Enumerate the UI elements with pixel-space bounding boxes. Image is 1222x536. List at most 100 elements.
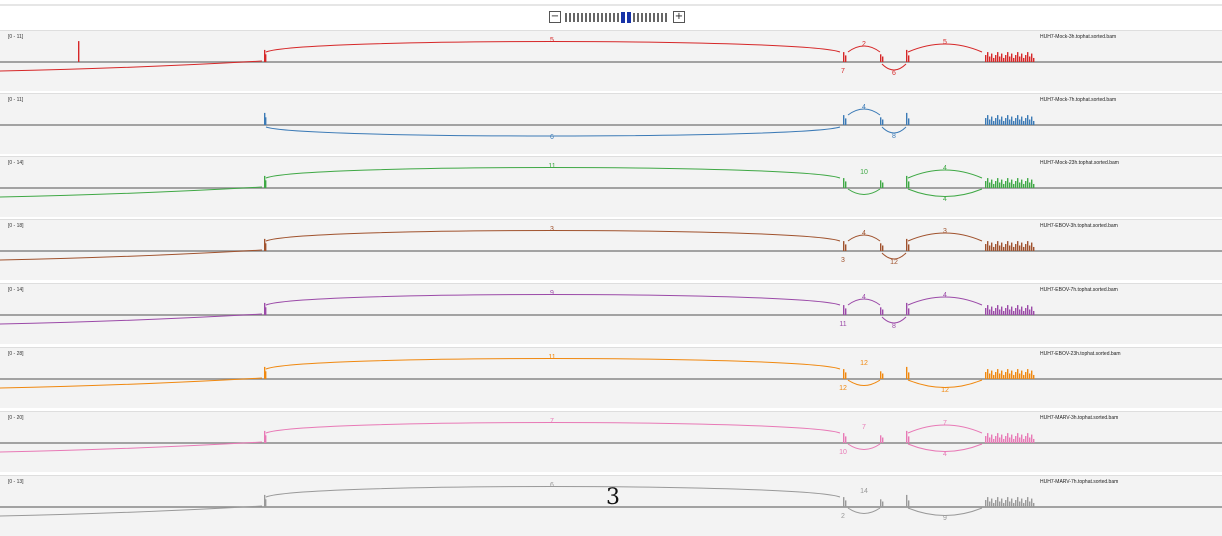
coverage-bar — [993, 310, 995, 315]
coverage-bar — [995, 308, 997, 315]
coverage-bar — [987, 305, 989, 315]
junction-arc — [847, 234, 881, 242]
zoom-widget[interactable]: − + — [549, 11, 685, 23]
coverage-bar — [1027, 497, 1029, 507]
coverage-bar — [845, 308, 847, 315]
zoom-tick[interactable] — [637, 12, 639, 22]
zoom-tick[interactable] — [581, 12, 583, 22]
coverage-bar — [1011, 306, 1013, 315]
coverage-bar — [1019, 56, 1021, 62]
coverage-bar — [1017, 305, 1019, 315]
coverage-bar — [1029, 309, 1031, 315]
junction-arc — [847, 45, 881, 53]
zoom-tick[interactable] — [657, 12, 659, 22]
coverage-bar — [880, 117, 882, 125]
zoom-tick[interactable] — [653, 12, 655, 22]
zoom-tick[interactable] — [617, 12, 619, 22]
track-data-range: [0 - 18] — [8, 223, 24, 229]
alignment-track[interactable]: [0 - 20] HUH7-MARV-3h.tophat.sorted.bam 7 7… — [0, 411, 1222, 472]
coverage-bar — [995, 244, 997, 251]
junction-count-label: 6 — [892, 70, 896, 77]
coverage-bar — [1005, 181, 1007, 188]
zoom-tick[interactable] — [577, 12, 579, 22]
coverage-bar — [1029, 56, 1031, 62]
coverage-bar — [995, 181, 997, 188]
alignment-track[interactable]: [0 - 28] HUH7-EBOV-23h.tophat.sorted.bam 1… — [0, 347, 1222, 408]
alignment-track[interactable]: [0 - 14] HUH7-Mock-23h.tophat.sorted.bam 1… — [0, 156, 1222, 217]
coverage-bar — [1031, 306, 1033, 315]
coverage-bar — [1007, 433, 1009, 443]
zoom-tick[interactable] — [605, 12, 607, 22]
alignment-track[interactable]: [0 - 13] HUH7-MARV-7h.tophat.sorted.bam 6 1… — [0, 475, 1222, 536]
coverage-bar — [989, 182, 991, 188]
track-data-range: [0 - 11] — [8, 97, 24, 103]
coverage-bar — [1033, 183, 1035, 188]
coverage-bar — [1029, 182, 1031, 188]
coverage-bar — [987, 241, 989, 251]
zoom-tick[interactable] — [589, 12, 591, 22]
junction-count-label: 9 — [550, 290, 554, 297]
coverage-bar — [908, 436, 910, 443]
zoom-tick[interactable] — [613, 12, 615, 22]
coverage-bar — [999, 309, 1001, 315]
coverage-bar — [995, 500, 997, 507]
zoom-tick[interactable] — [597, 12, 599, 22]
coverage-bar — [1027, 369, 1029, 379]
coverage-bar — [1015, 118, 1017, 125]
alignment-track[interactable]: [0 - 11] HUH7-Mock-7h.tophat.sorted.bam 6 4… — [0, 93, 1222, 154]
coverage-bar — [985, 372, 987, 379]
coverage-bar — [1029, 501, 1031, 507]
junction-count-label: 7 — [943, 420, 947, 427]
zoom-tick[interactable] — [593, 12, 595, 22]
zoom-in-button[interactable]: + — [673, 11, 685, 23]
coverage-bar — [1005, 308, 1007, 315]
coverage-bar — [845, 372, 847, 379]
coverage-bar — [989, 373, 991, 379]
coverage-bar — [1007, 369, 1009, 379]
track-name: HUH7-Mock-3h.tophat.sorted.bam — [1040, 34, 1117, 40]
zoom-tick[interactable] — [633, 12, 635, 22]
alignment-track[interactable]: [0 - 14] HUH7-EBOV-7h.tophat.sorted.bam 9 4… — [0, 283, 1222, 344]
coverage-bar — [1029, 373, 1031, 379]
coverage-bar — [1023, 374, 1025, 379]
zoom-tick[interactable] — [665, 12, 667, 22]
track-name: HUH7-Mock-7h.tophat.sorted.bam — [1040, 97, 1117, 103]
alignment-track[interactable]: [0 - 11] HUH7-Mock-3h.tophat.sorted.bam 5 2… — [0, 30, 1222, 91]
zoom-tick[interactable] — [645, 12, 647, 22]
zoom-tick[interactable] — [573, 12, 575, 22]
junction-arc — [265, 294, 841, 306]
junction-count-label: 4 — [862, 104, 866, 111]
coverage-bar — [989, 245, 991, 251]
zoom-tick[interactable] — [649, 12, 651, 22]
coverage-bar — [906, 494, 908, 507]
coverage-bar — [1013, 502, 1015, 507]
coverage-bar — [991, 53, 993, 62]
junction-count-label: 11 — [548, 163, 555, 170]
coverage-bar — [1021, 116, 1023, 125]
coverage-bar — [1025, 55, 1027, 62]
zoom-level-ticks[interactable] — [565, 11, 669, 23]
zoom-tick[interactable] — [641, 12, 643, 22]
zoom-tick[interactable] — [565, 12, 567, 22]
coverage-bar — [1013, 183, 1015, 188]
coverage-bar — [882, 309, 884, 315]
zoom-tick[interactable] — [585, 12, 587, 22]
coverage-bar — [264, 494, 266, 507]
zoom-tick[interactable] — [661, 12, 663, 22]
zoom-tick[interactable] — [609, 12, 611, 22]
junction-count-label: 12 — [941, 387, 949, 394]
zoom-tick[interactable] — [569, 12, 571, 22]
junction-arc — [847, 507, 881, 514]
zoom-tick[interactable] — [621, 11, 625, 23]
zoom-tick[interactable] — [627, 11, 631, 23]
junction-count-label: 8 — [892, 323, 896, 330]
alignment-track[interactable]: [0 - 18] HUH7-EBOV-3h.tophat.sorted.bam 3 4… — [0, 219, 1222, 280]
coverage-bar — [1015, 308, 1017, 315]
coverage-bar — [1015, 55, 1017, 62]
coverage-bar — [1023, 502, 1025, 507]
coverage-bar — [1011, 116, 1013, 125]
coverage-bar — [906, 302, 908, 315]
zoom-tick[interactable] — [601, 12, 603, 22]
coverage-bar — [906, 112, 908, 125]
zoom-out-button[interactable]: − — [549, 11, 561, 23]
